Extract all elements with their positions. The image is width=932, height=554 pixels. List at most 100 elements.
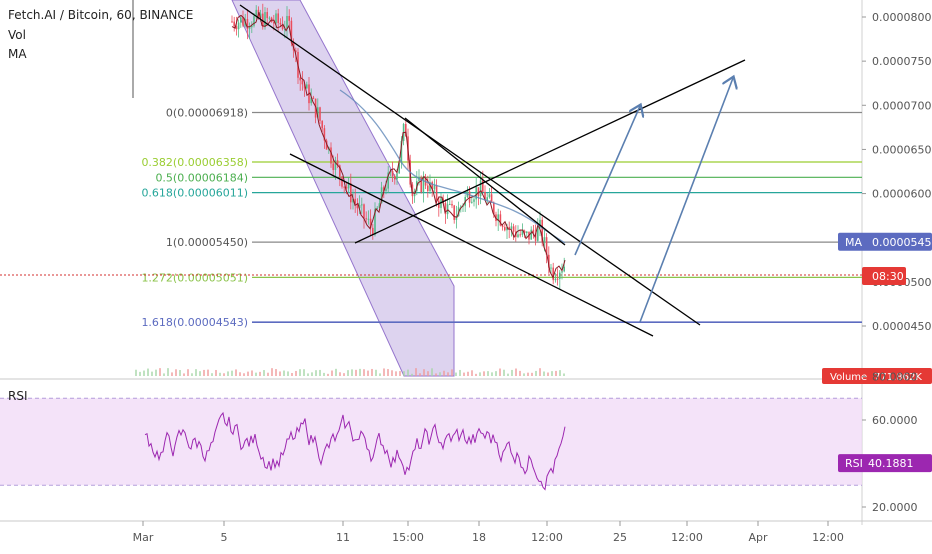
candle-body [321,120,323,129]
candle-body [240,17,242,23]
volume-bar [163,373,165,376]
volume-bar [243,373,245,376]
candle-body [343,186,345,188]
candle-body [380,187,383,204]
volume-bar [411,373,413,376]
candle-body [561,271,563,273]
candle-body [339,165,341,177]
volume-bar [407,369,409,376]
price-tick-label: 0.00007000 [872,99,932,112]
candle-body [506,227,508,231]
time-tick-label: 5 [221,531,228,544]
volume-bar [443,370,445,376]
volume-bar [395,371,397,376]
volume-bar [255,372,257,376]
volume-bar [223,373,225,376]
volume-bar [367,370,369,376]
candle-body [295,50,297,52]
candle-body [521,230,524,235]
volume-bar [251,370,253,376]
volume-bar [279,371,281,376]
candle-body [279,22,282,25]
candle-body [422,177,425,193]
volume-bar [275,369,277,376]
volume-bar [139,371,141,376]
rsi-tick-label: 60.0000 [872,414,918,427]
volume-bar [459,369,461,376]
candle-body [378,203,381,208]
volume-bar [515,368,517,376]
volume-bar [531,372,533,376]
volume-bar [295,370,297,376]
candle-body [275,13,277,24]
time-tick-label: 12:00 [812,531,844,544]
volume-bar [559,370,561,376]
volume-bar [311,372,313,376]
candle-body [284,28,286,30]
candle-body [493,202,495,215]
candle-body [519,234,521,236]
candle-body [429,182,431,192]
volume-bar [151,371,153,376]
price-tick-label: 0.00008000 [872,11,932,24]
candle-body [253,16,255,26]
candle-body [405,123,407,137]
candle-body [451,203,453,206]
volume-bar [171,372,173,376]
candle-body [475,187,477,200]
volume-bar [535,370,537,376]
candle-body [420,177,422,193]
volume-badge [822,368,932,384]
candle-body [385,188,387,191]
candle-body [299,77,301,81]
fib-label-1.618: 1.618(0.00004543) [141,316,248,329]
candle-body [361,204,363,206]
candle-body [312,97,315,99]
volume-bar [183,373,185,376]
volume-bar [219,372,221,376]
candle-body [449,203,451,205]
symbol-title: Fetch.AI / Bitcoin, 60, BINANCE [8,8,194,22]
candle-body [248,27,251,29]
candle-body [268,17,271,19]
countdown-label: 08:30 [872,270,904,283]
volume-bar [315,370,317,376]
time-tick-label: 15:00 [392,531,424,544]
candle-body [387,172,389,189]
candle-body [372,227,374,235]
volume-bar [491,372,493,376]
candle-body [330,147,332,164]
candle-body [391,170,394,177]
candle-body [288,15,290,21]
candle-body [508,227,510,229]
volume-bar [175,369,177,376]
volume-bar [323,372,325,376]
candle-body [532,229,535,233]
volume-bar [287,371,289,376]
volume-bar [423,369,425,376]
candle-body [237,22,240,30]
volume-bar [147,368,149,376]
volume-bar [523,373,525,376]
volume-bar [227,371,229,376]
candle-body [235,26,238,30]
candle-body [383,187,385,191]
volume-bar [555,370,557,376]
volume-bar [339,372,341,376]
candle-body [374,209,376,235]
candle-body [347,183,350,189]
vol-legend: Vol [8,28,26,42]
volume-bar [135,369,137,376]
time-tick-label: 12:00 [531,531,563,544]
volume-bar [499,368,501,376]
candle-body [259,13,262,19]
candle-body [310,97,312,104]
countdown-badge [862,267,906,285]
candle-body [444,203,447,215]
candle-body [484,191,486,201]
volume-badge-value: 771.862K [874,372,922,383]
volume-bar [519,370,521,376]
volume-bar [427,371,429,376]
